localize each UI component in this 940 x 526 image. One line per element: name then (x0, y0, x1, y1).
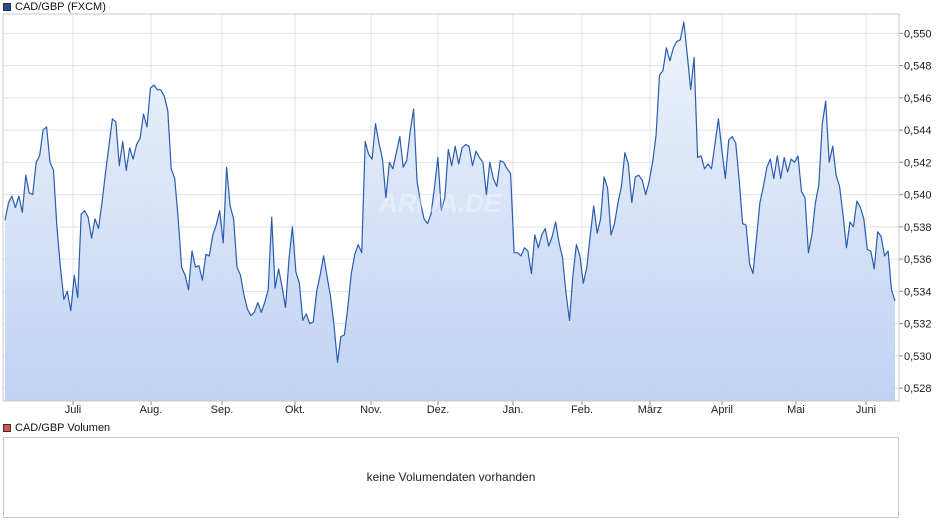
y-tick-label: 0,550 (904, 28, 932, 40)
x-tick-label: April (711, 404, 733, 416)
x-tick-label: Nov. (360, 404, 382, 416)
plot-frame-outline (2, 13, 900, 402)
price-chart: 0,528 0,530 0,532 0,534 0,536 0,538 0,540 0,542… (2, 13, 932, 416)
y-tick-label: 0,532 (904, 319, 932, 331)
x-tick-label: Okt. (285, 404, 305, 416)
watermark: ARIVA.DE (378, 188, 502, 218)
no-volume-message: keine Volumendaten vorhanden (366, 470, 536, 484)
x-tick-label: Feb. (571, 404, 593, 416)
x-tick-label: Jan. (503, 404, 524, 416)
x-tick-label: Mai (787, 404, 805, 416)
x-tick-label: Aug. (140, 404, 163, 416)
y-tick-label: 0,546 (904, 93, 932, 105)
volume-legend-label: CAD/GBP Volumen (15, 422, 111, 434)
price-legend-swatch (3, 3, 11, 11)
x-tick-label: Sep. (211, 404, 234, 416)
volume-legend: CAD/GBP Volumen (3, 421, 110, 435)
y-tick-label: 0,538 (904, 222, 932, 234)
x-tick-label: Juli (65, 404, 82, 416)
x-tick-label: Juni (856, 404, 876, 416)
price-legend-label: CAD/GBP (FXCM) (15, 1, 106, 13)
x-tick-label: März (638, 404, 662, 416)
series-line (4, 21, 896, 363)
x-tick-label: Dez. (427, 404, 450, 416)
series-area (5, 22, 895, 401)
price-legend: CAD/GBP (FXCM) (3, 0, 106, 14)
y-tick-label: 0,528 (904, 383, 932, 395)
y-tick-label: 0,544 (904, 125, 932, 137)
y-tick-label: 0,536 (904, 254, 932, 266)
y-tick-label: 0,534 (904, 286, 932, 298)
y-tick-label: 0,530 (904, 351, 932, 363)
volume-legend-swatch (3, 424, 11, 432)
y-tick-label: 0,542 (904, 157, 932, 169)
y-tick-label: 0,540 (904, 190, 932, 202)
y-tick-label: 0,548 (904, 61, 932, 73)
volume-panel: keine Volumendaten vorhanden (3, 437, 899, 518)
